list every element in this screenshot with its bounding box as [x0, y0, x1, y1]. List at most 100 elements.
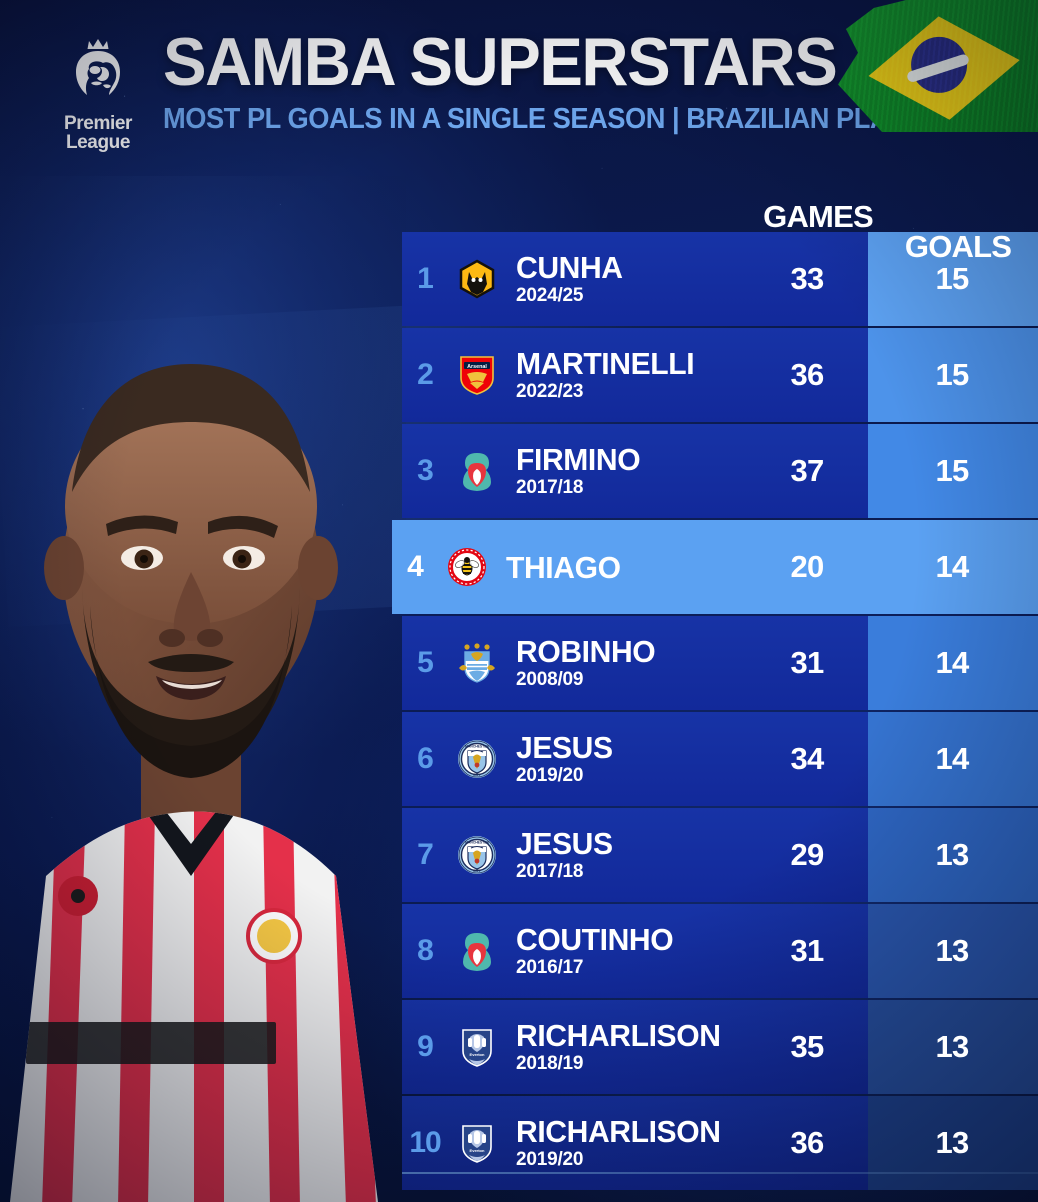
premier-league-lion-icon: [57, 28, 139, 110]
player-name: MARTINELLI: [516, 346, 695, 381]
season-label: 2018/19: [516, 1053, 584, 1074]
player-name: RICHARLISON: [516, 1114, 721, 1149]
rank-number: 8: [417, 934, 434, 967]
goals-value: 15: [935, 261, 970, 296]
table-row[interactable]: 9 Everton RICHARLISON 2018/19 35 13: [392, 1000, 1038, 1094]
player-name: COUTINHO: [516, 922, 674, 957]
player-name: ROBINHO: [516, 634, 656, 669]
goals-value: 14: [935, 549, 970, 584]
row-content: 6 MANCHESTER CITY JESUS 2019/20 34 14: [402, 712, 1038, 806]
player-name-block: RICHARLISON 2018/19: [506, 1019, 748, 1075]
row-content: 10 Everton RICHARLISON 2019/20 36 13: [402, 1096, 1038, 1190]
page-subtitle: MOST PL GOALS IN A SINGLE SEASON | BRAZI…: [163, 103, 960, 135]
mancity-crest-icon: MANCHESTER CITY: [448, 835, 506, 875]
player-name: JESUS: [516, 826, 613, 861]
table-row[interactable]: 10 Everton RICHARLISON 2019/20 36 13: [392, 1096, 1038, 1190]
goals-value: 15: [935, 453, 970, 488]
wordmark-premier: Premier: [64, 113, 132, 134]
player-name: THIAGO: [506, 549, 621, 585]
season-label: 2022/23: [516, 381, 584, 402]
svg-text:MANCHESTER: MANCHESTER: [465, 744, 489, 748]
mancity-old-crest-icon: [448, 642, 506, 684]
column-header-goals: GOALS: [904, 229, 1012, 264]
player-name-block: JESUS 2019/20: [506, 731, 748, 787]
goals-value: 15: [935, 357, 970, 392]
season-label: 2024/25: [516, 285, 584, 306]
player-name: JESUS: [516, 730, 613, 765]
table-row[interactable]: 4 THIAGO 20 14: [392, 520, 1038, 614]
table-row[interactable]: 7 MANCHESTER CITY JESUS 2017/18 29 13: [392, 808, 1038, 902]
row-content: 4 THIAGO 20 14: [392, 520, 1038, 614]
goals-value: 13: [935, 1125, 970, 1160]
svg-text:CITY: CITY: [473, 869, 481, 873]
arsenal-crest-icon: Arsenal: [448, 354, 506, 396]
season-label: 2008/09: [516, 669, 584, 690]
rank-number: 7: [417, 838, 434, 871]
games-value: 29: [790, 837, 825, 872]
row-content: 3 FIRMINO 2017/18 37 15: [402, 424, 1038, 518]
brentford-crest-icon: [438, 547, 496, 587]
rank-number: 6: [417, 742, 434, 775]
liverpool-crest-icon: [448, 449, 506, 493]
everton-crest-icon: Everton: [448, 1122, 506, 1164]
row-content: 7 MANCHESTER CITY JESUS 2017/18 29 13: [402, 808, 1038, 902]
mancity-crest-icon: MANCHESTER CITY: [448, 739, 506, 779]
player-name-block: CUNHA 2024/25: [506, 251, 748, 307]
goals-value: 14: [935, 645, 970, 680]
wordmark-league: League: [65, 132, 131, 153]
brazil-flag: [838, 0, 1038, 132]
player-name: CUNHA: [516, 250, 623, 285]
rank-number: 5: [417, 646, 434, 679]
player-name-block: RICHARLISON 2019/20: [506, 1115, 748, 1171]
games-value: 31: [790, 933, 825, 968]
header: Premier League SAMBA SUPERSTARS MOST PL …: [0, 0, 1038, 175]
player-name-block: FIRMINO 2017/18: [506, 443, 748, 499]
svg-text:MANCHESTER: MANCHESTER: [465, 840, 489, 844]
row-content: 9 Everton RICHARLISON 2018/19 35 13: [402, 1000, 1038, 1094]
everton-crest-icon: Everton: [448, 1026, 506, 1068]
svg-text:Arsenal: Arsenal: [467, 364, 487, 370]
table-row[interactable]: 3 FIRMINO 2017/18 37 15: [392, 424, 1038, 518]
svg-text:Everton: Everton: [470, 1052, 485, 1057]
player-name-block: JESUS 2017/18: [506, 827, 748, 883]
table-row[interactable]: 2 Arsenal MARTINELLI 2022/23 36 15: [392, 328, 1038, 422]
goals-value: 13: [935, 933, 970, 968]
column-header-games: GAMES: [763, 199, 873, 234]
premier-league-logo: Premier League: [46, 28, 150, 154]
svg-text:Everton: Everton: [470, 1148, 485, 1153]
rank-number: 3: [417, 454, 434, 487]
rank-number: 10: [409, 1126, 441, 1159]
season-label: 2016/17: [516, 957, 584, 978]
player-name: FIRMINO: [516, 442, 641, 477]
goals-value: 13: [935, 1029, 970, 1064]
table-row[interactable]: 5 ROBINHO 2008/09 31 14: [392, 616, 1038, 710]
season-label: 2017/18: [516, 861, 584, 882]
goals-value: 14: [935, 741, 970, 776]
wolves-crest-icon: [448, 259, 506, 299]
table-baseline: [402, 1172, 1038, 1174]
flag-fabric-texture: [838, 0, 1038, 132]
svg-text:CITY: CITY: [473, 773, 481, 777]
player-name-block: ROBINHO 2008/09: [506, 635, 748, 691]
season-label: 2019/20: [516, 765, 584, 786]
rank-number: 9: [417, 1030, 434, 1063]
player-name-block: MARTINELLI 2022/23: [506, 347, 748, 403]
page-title: SAMBA SUPERSTARS: [163, 24, 838, 100]
rank-number: 1: [417, 262, 434, 295]
row-content: 2 Arsenal MARTINELLI 2022/23 36 15: [402, 328, 1038, 422]
row-content: 5 ROBINHO 2008/09 31 14: [402, 616, 1038, 710]
games-value: 31: [790, 645, 825, 680]
thiago-player-photo: [0, 176, 406, 1202]
games-value: 35: [790, 1029, 825, 1064]
leaderboard-table: 1 CUNHA 2024/25 33 15 2 Arsenal MARTINELLI 20…: [392, 232, 1038, 1192]
goals-value: 13: [935, 837, 970, 872]
games-value: 34: [790, 741, 825, 776]
games-value: 36: [790, 1125, 825, 1160]
table-row[interactable]: 8 COUTINHO 2016/17 31 13: [392, 904, 1038, 998]
games-value: 20: [790, 549, 825, 584]
table-row[interactable]: 6 MANCHESTER CITY JESUS 2019/20 34 14: [392, 712, 1038, 806]
season-label: 2019/20: [516, 1149, 584, 1170]
games-value: 36: [790, 357, 825, 392]
games-value: 37: [790, 453, 825, 488]
